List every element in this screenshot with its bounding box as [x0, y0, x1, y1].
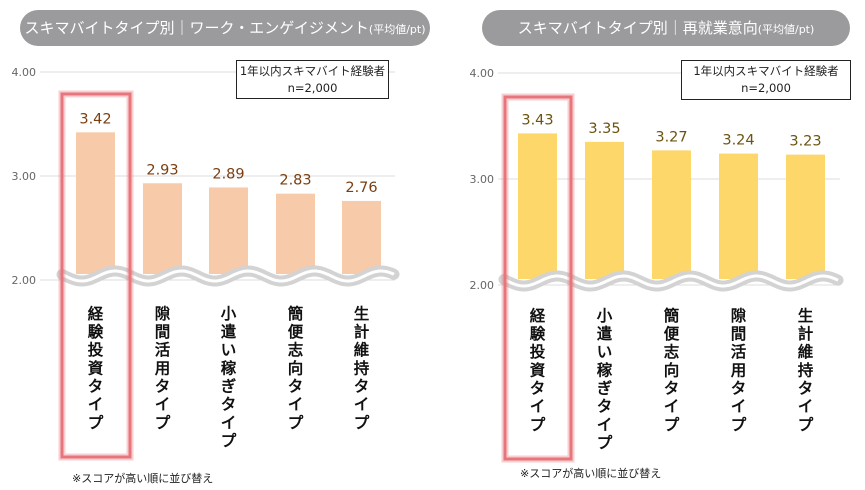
sample-info-box: 1年以内スキマバイト経験者 n=2,000 [681, 60, 851, 100]
category-label: 隙間活用タイプ [155, 304, 171, 432]
bar [76, 132, 115, 274]
chart-title-unit: (平均値/pt) [368, 23, 426, 36]
category-label: 小遣い稼ぎタイプ [597, 307, 613, 452]
bar-chart-work-engagement: 4.00 3.00 2.00 3.42 2.93 2.89 2.83 2.76 経験投資タイプ 隙… [12, 66, 400, 461]
category-label: 簡便志向タイプ [663, 306, 680, 434]
chart-title-pill: スキマバイトタイプ別｜ワーク・エンゲイジメント(平均値/pt) [20, 10, 430, 46]
bar-value-label: 2.89 [212, 166, 244, 182]
y-tick-label: 3.00 [12, 170, 37, 183]
bar [719, 153, 758, 279]
highlight-box [60, 92, 132, 459]
bar [585, 141, 624, 279]
bar-value-label: 3.23 [789, 134, 821, 150]
sort-note: ※スコアが高い順に並び替え [520, 467, 662, 480]
bar-value-label: 2.83 [279, 173, 311, 189]
chart-title-pill: スキマバイトタイプ別｜再就業意向(平均値/pt) [482, 10, 850, 46]
bar [143, 183, 182, 274]
bar [518, 133, 557, 279]
chart-title-unit: (平均値/pt) [757, 23, 815, 36]
bar-value-label: 3.42 [79, 111, 111, 127]
chart-panel-work-engagement: スキマバイトタイプ別｜ワーク・エンゲイジメント(平均値/pt) 4.00 3.00… [0, 0, 432, 490]
category-label: 簡便志向タイプ [287, 304, 304, 432]
sample-size: n=2,000 [741, 81, 791, 95]
category-label: 経験投資タイプ [530, 306, 546, 434]
bar-value-label: 2.93 [146, 162, 178, 178]
y-tick-label: 2.00 [12, 274, 37, 287]
category-label: 生計維持タイプ [798, 306, 814, 434]
axis-break-gap [503, 274, 839, 288]
sample-label: 1年以内スキマバイト経験者 [693, 64, 839, 78]
y-tick-label: 4.00 [12, 66, 37, 79]
bar [276, 193, 315, 274]
bar-value-label: 3.27 [655, 129, 687, 145]
y-tick-label: 3.00 [470, 173, 495, 186]
chart-panel-reemployment-intent: スキマバイトタイプ別｜再就業意向(平均値/pt) 4.00 3.00 2.00 3.4… [432, 0, 865, 490]
sort-note: ※スコアが高い順に並び替え [72, 472, 214, 485]
bar-value-label: 3.35 [588, 121, 620, 137]
bar [786, 154, 825, 279]
bar-value-label: 2.76 [345, 180, 377, 196]
bar [652, 150, 691, 279]
sample-size: n=2,000 [287, 81, 338, 95]
category-label: 小遣い稼ぎタイプ [221, 305, 237, 450]
y-tick-label: 4.00 [470, 67, 495, 80]
bar [342, 200, 381, 274]
bar-value-label: 3.43 [521, 112, 553, 128]
highlight-box [503, 95, 573, 461]
chart-title: スキマバイトタイプ別｜再就業意向 [517, 19, 758, 37]
sample-label: 1年以内スキマバイト経験者 [239, 64, 386, 78]
sample-info-box: 1年以内スキマバイト経験者 n=2,000 [236, 60, 389, 99]
bar-chart-reemployment-intent: 4.00 3.00 2.00 3.43 3.35 3.27 3.24 3.23 経験投資タイプ 小… [470, 67, 844, 463]
bar [209, 187, 248, 274]
y-tick-label: 2.00 [470, 279, 495, 292]
axis-break-gap [61, 269, 395, 283]
category-label: 経験投資タイプ [88, 304, 104, 432]
bar-value-label: 3.24 [722, 133, 754, 149]
category-label: 隙間活用タイプ [731, 306, 747, 434]
category-label: 生計維持タイプ [354, 304, 370, 432]
chart-title: スキマバイトタイプ別｜ワーク・エンゲイジメント [24, 19, 369, 37]
